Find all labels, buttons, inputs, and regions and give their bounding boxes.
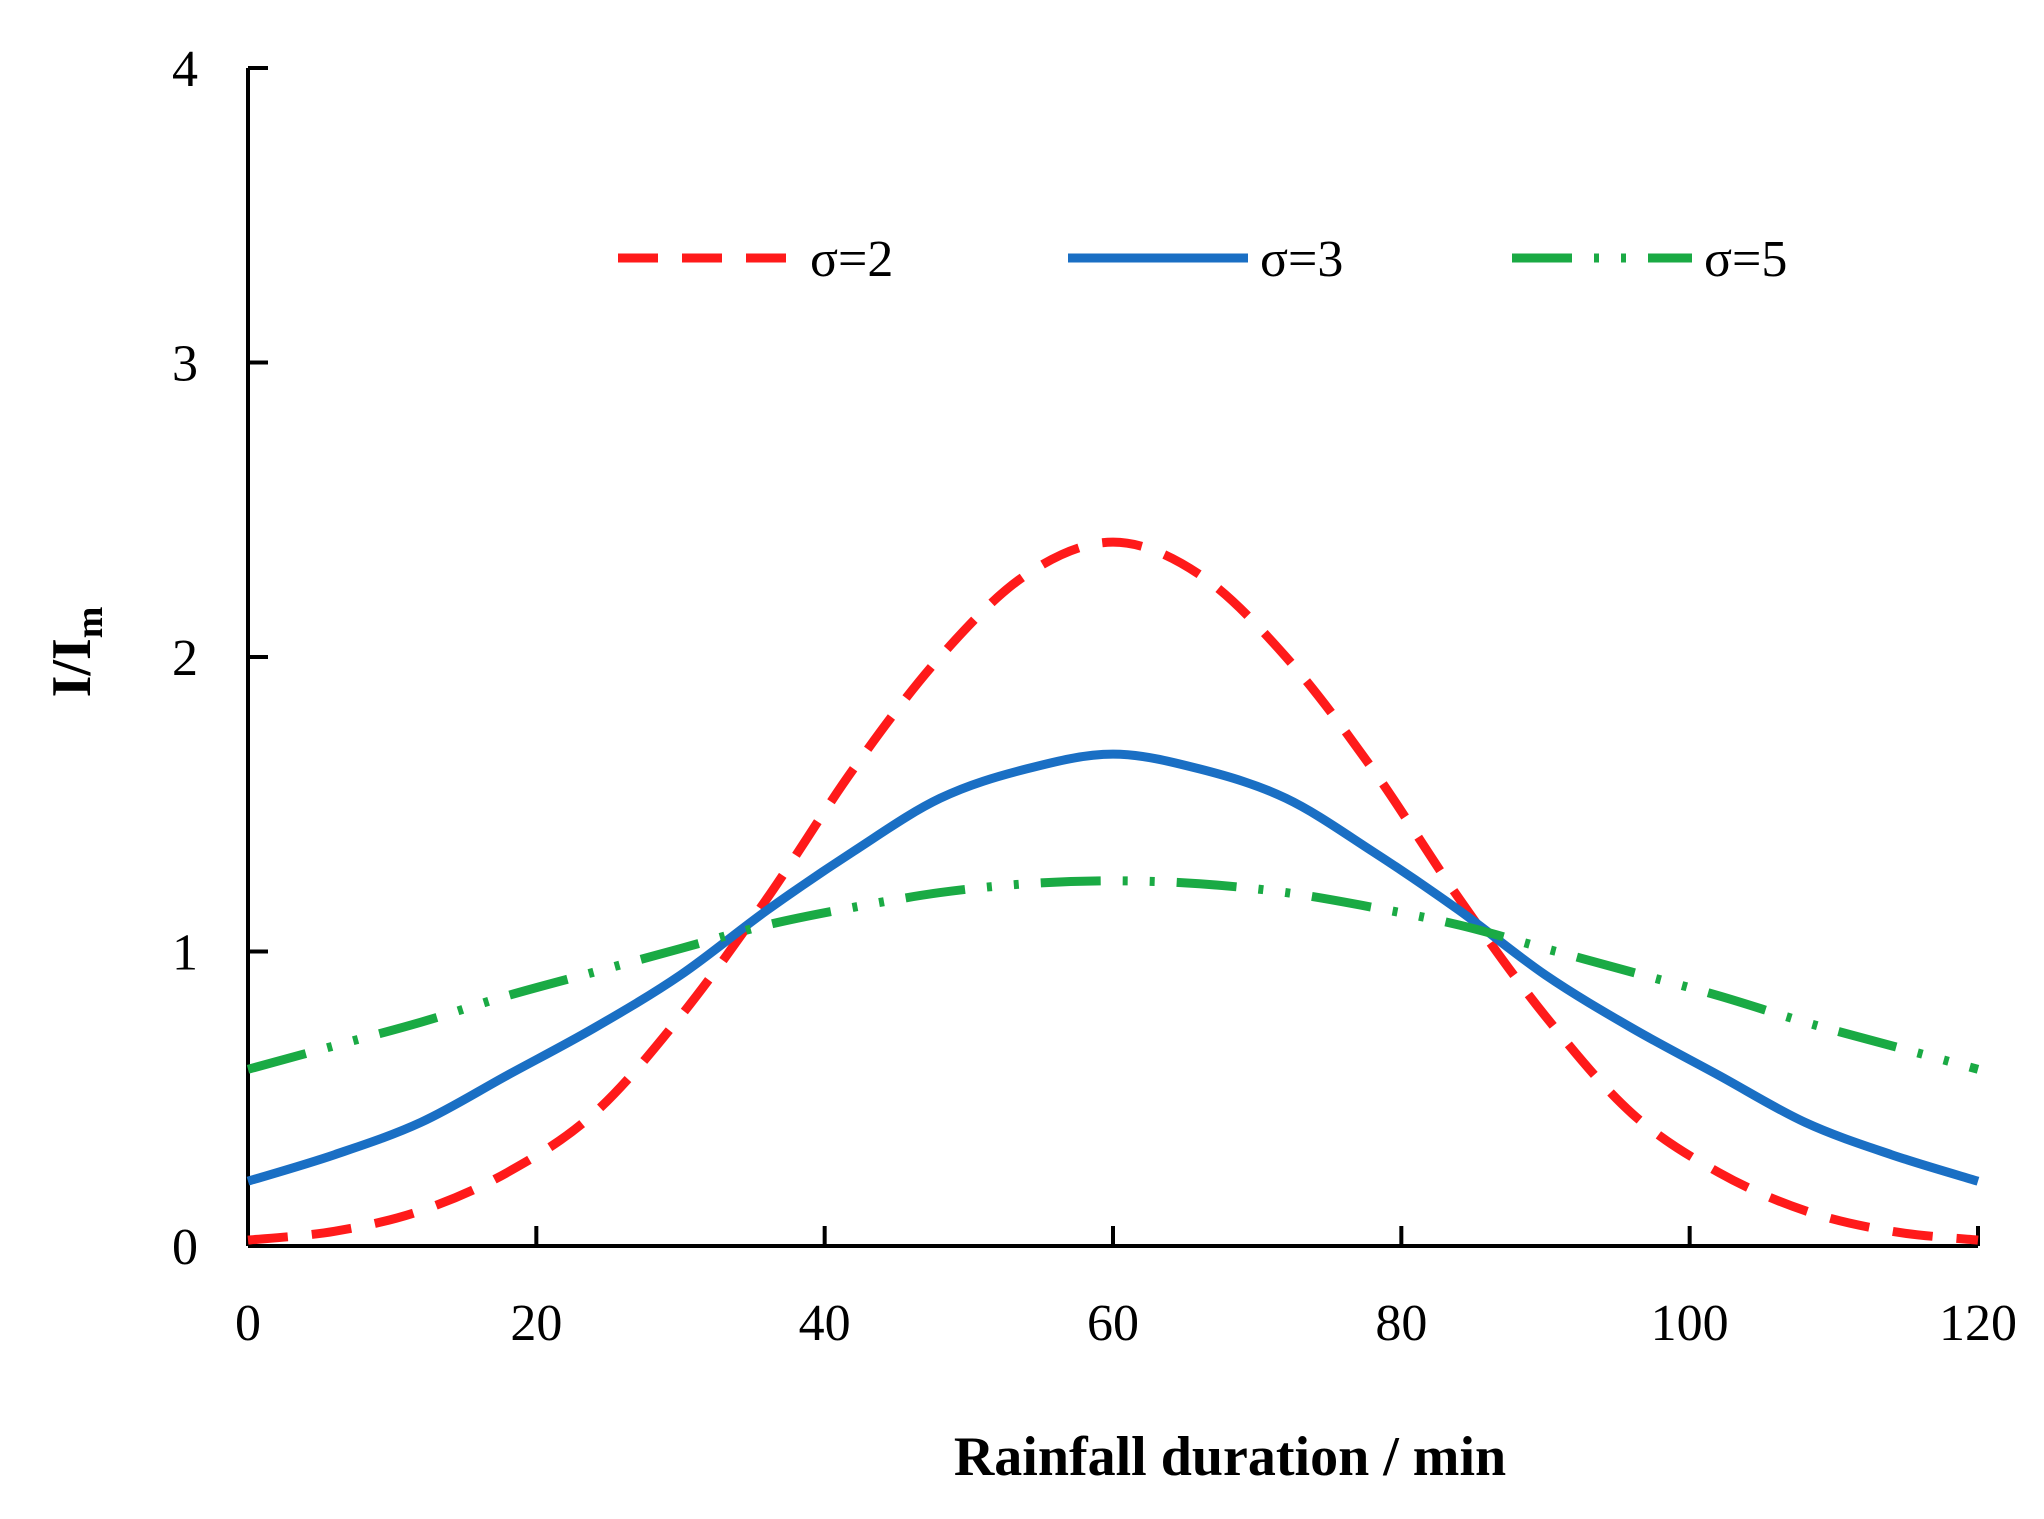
y-axis-title-subscript: m xyxy=(69,607,111,639)
series-line-1 xyxy=(247,537,1979,1245)
y-axis-title: I/Im xyxy=(41,607,111,698)
x-tick-label: 120 xyxy=(1939,1295,2017,1352)
x-tick-label: 60 xyxy=(1087,1295,1139,1352)
x-tick-label: 0 xyxy=(235,1295,261,1352)
x-tick-label: 100 xyxy=(1651,1295,1729,1352)
y-tick-label: 0 xyxy=(172,1219,198,1276)
x-tick-label: 20 xyxy=(510,1295,562,1352)
y-tick-label: 3 xyxy=(172,336,198,393)
legend-label-2: σ=3 xyxy=(1260,231,1343,288)
y-tick-label: 2 xyxy=(172,630,198,687)
legend-label-3: σ=5 xyxy=(1704,231,1787,288)
x-tick-label: 80 xyxy=(1375,1295,1427,1352)
series-layer xyxy=(246,537,1980,1245)
legend: σ=2 σ=3 σ=5 xyxy=(618,231,1787,288)
y-tick-label: 4 xyxy=(172,41,198,98)
x-tick-label: 40 xyxy=(799,1295,851,1352)
series-line-2 xyxy=(246,749,1980,1186)
series-line-3 xyxy=(246,876,1980,1074)
x-axis-title: Rainfall duration / min xyxy=(954,1426,1506,1488)
legend-label-1: σ=2 xyxy=(810,231,893,288)
y-axis-title-main: I/I xyxy=(41,638,103,697)
y-tick-label: 1 xyxy=(172,925,198,982)
